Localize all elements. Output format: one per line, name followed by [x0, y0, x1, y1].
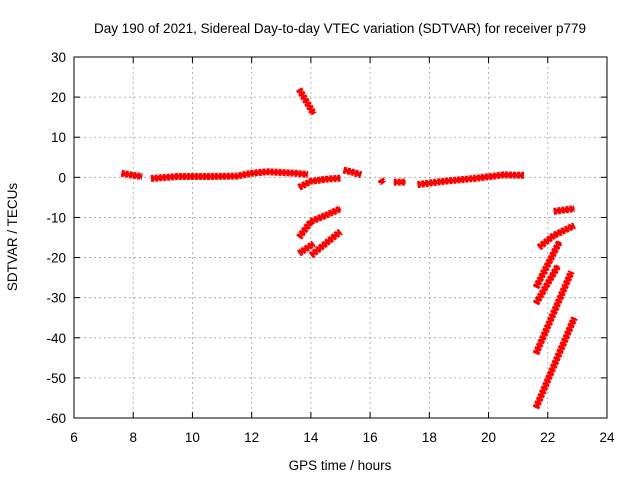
chart-title: Day 190 of 2021, Sidereal Day-to-day VTE… [94, 21, 586, 36]
axis-ticks: 6 8 10 12 14 16 18 20 22 24 30 20 10 0 -10 -20 -30 -40 -50… [46, 50, 615, 445]
data-series-5-core [378, 178, 386, 185]
data-series-16-core [534, 270, 574, 355]
y-tick-label: 10 [51, 130, 66, 145]
x-tick-label: 22 [540, 430, 555, 445]
x-tick-label: 20 [481, 430, 496, 445]
data-series-10-core [297, 241, 315, 256]
grid [74, 57, 607, 418]
x-tick-label: 14 [303, 430, 319, 445]
data-series-17-core [534, 316, 577, 409]
data-series-13-core [553, 206, 575, 214]
y-tick-label: -40 [46, 331, 66, 346]
x-tick-label: 8 [129, 430, 137, 445]
data-series-7-core [417, 172, 525, 187]
data-series-14-core [534, 240, 562, 289]
data-series-4-core [343, 168, 362, 177]
y-tick-label: -30 [46, 291, 66, 306]
data-series-1-core [121, 171, 143, 179]
data-series [120, 87, 578, 410]
y-tick-label: 20 [51, 90, 66, 105]
data-series-15-core [534, 264, 560, 305]
x-tick-label: 10 [185, 430, 200, 445]
data-series-11-core [309, 229, 342, 258]
y-tick-label: -20 [46, 251, 66, 266]
x-tick-label: 6 [70, 430, 78, 445]
y-axis-label: SDTVAR / TECUs [5, 183, 20, 292]
data-series-8-core [297, 88, 316, 116]
x-tick-label: 18 [422, 430, 437, 445]
y-tick-label: 0 [58, 170, 66, 185]
data-series-9-core [297, 206, 342, 239]
x-tick-label: 24 [599, 430, 615, 445]
y-tick-label: -10 [46, 210, 66, 225]
x-tick-label: 16 [363, 430, 378, 445]
x-axis-label: GPS time / hours [289, 458, 392, 473]
plot-frame [73, 56, 608, 419]
data-series-12-core [537, 223, 576, 250]
data-series-2-core [150, 169, 309, 181]
data-series-3-core [298, 176, 341, 190]
y-tick-label: 30 [51, 50, 66, 65]
y-tick-label: -50 [46, 371, 66, 386]
x-tick-label: 12 [244, 430, 259, 445]
y-tick-label: -60 [46, 411, 66, 426]
